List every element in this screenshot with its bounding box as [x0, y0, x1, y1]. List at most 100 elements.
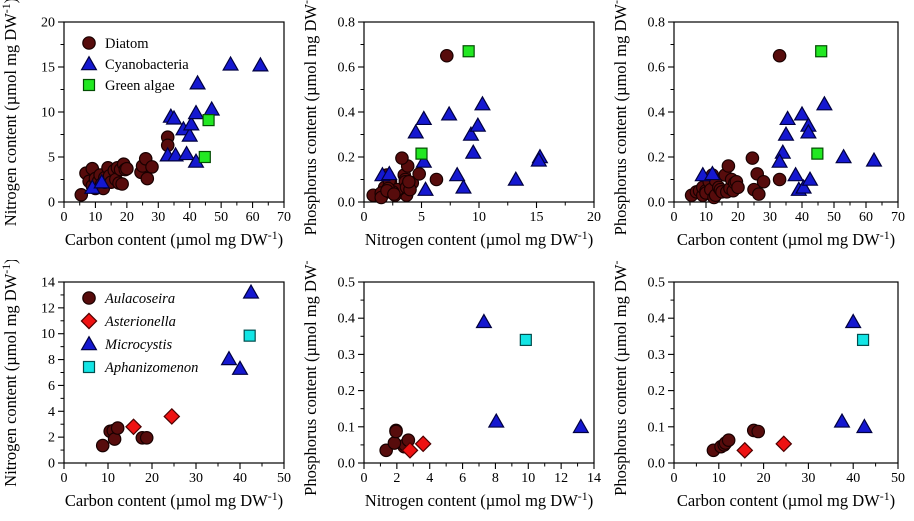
scatter-panel-phosphorus-vs-nitrogen-groups: 0 5 10 15 20 0.0 0.2 0.4 0.6 0.8 Nitrogen content …	[300, 0, 601, 249]
cyanobacteria-point	[251, 56, 269, 72]
series-green-algae	[198, 113, 215, 164]
x-tick-label: 20	[120, 210, 134, 225]
microcystis-point	[855, 418, 873, 434]
x-axis-label: Carbon content (µmol mg DW-1)	[65, 228, 283, 249]
cyanobacteria-point	[462, 125, 480, 141]
x-tick-label: 60	[859, 210, 873, 225]
cyanobacteria-point	[801, 170, 819, 186]
y-tick-label: 0.3	[648, 348, 666, 363]
y-tick-label: 0.2	[648, 384, 666, 399]
y-tick-label: 0	[48, 196, 55, 211]
x-tick-label: 8	[492, 471, 499, 486]
panel-cell-top-left: 0 10 20 30 40 50 60 70 0 5 10 15 20 Carbon content (µ…	[0, 0, 300, 260]
x-tick-label: 40	[795, 210, 809, 225]
y-tick-label: 0.0	[338, 196, 356, 211]
x-tick-label: 0	[361, 210, 368, 225]
cyanobacteria-point	[178, 145, 196, 161]
series-cyanobacteria	[694, 95, 883, 196]
series-microcystis	[220, 283, 260, 375]
scatter-panel-phosphorus-vs-nitrogen-species: 0 2 4 6 8 10 12 14 0.0 0.1 0.2 0.3 0.4 0.5 Nitrogen co…	[300, 260, 601, 510]
x-tick-label: 40	[183, 210, 197, 225]
x-tick-label: 0	[671, 210, 678, 225]
cyanobacteria-point	[507, 170, 525, 186]
diatom-point	[745, 151, 760, 165]
diatom-point	[402, 174, 416, 189]
diatom-point	[387, 187, 401, 201]
x-tick-label: 12	[554, 471, 568, 486]
legend-label-asterionella: Asterionella	[104, 314, 176, 330]
cyanobacteria-point	[187, 104, 205, 120]
diatom-point	[756, 174, 771, 189]
x-tick-label: 15	[530, 210, 544, 225]
series-green-algae	[415, 45, 475, 160]
x-tick-label: 20	[587, 210, 601, 225]
diatom-point	[752, 187, 766, 201]
asterionella-point	[163, 408, 181, 425]
x-tick-label: 14	[587, 471, 601, 486]
y-tick-label: 0.8	[648, 16, 666, 31]
x-tick-label: 70	[277, 210, 291, 225]
x-tick-label: 0	[61, 471, 68, 486]
diatom-point	[74, 188, 89, 202]
cyanobacteria-point	[777, 125, 795, 141]
y-tick-label: 8	[48, 353, 55, 368]
x-tick-label: 30	[763, 210, 777, 225]
aphanizomenon-point	[856, 333, 870, 347]
series-microcystis	[833, 313, 873, 434]
x-tick-label: 10	[101, 471, 115, 486]
x-tick-label: 30	[151, 210, 165, 225]
legend-label-cyanobacteria: Cyanobacteria	[105, 57, 189, 73]
x-tick-label: 0	[361, 471, 368, 486]
cyanobacteria-point	[779, 110, 797, 126]
diatom-point	[721, 159, 736, 173]
legend: Aulacoseira Asterionella Microcystis Aphani…	[80, 291, 198, 376]
legend-marker-diatom	[82, 36, 96, 50]
x-tick-label: 5	[418, 210, 425, 225]
diatom-point	[731, 180, 745, 195]
legend-label-microcystis: Microcystis	[104, 337, 172, 353]
y-tick-label: 5	[48, 151, 55, 166]
series-asterionella	[401, 435, 432, 459]
legend-marker-cyanobacteria	[80, 55, 98, 71]
diatom-point	[115, 177, 129, 191]
green-algae-point	[462, 45, 475, 58]
y-tick-label: 4	[48, 405, 55, 420]
aulacoseira-point	[139, 430, 154, 445]
y-tick-label: 0.0	[648, 457, 666, 472]
y-tick-label: 14	[41, 276, 55, 291]
y-tick-label: 0.6	[648, 61, 666, 76]
x-axis-label: Nitrogen content (µmol mg DW-1)	[365, 489, 593, 510]
x-tick-label: 10	[699, 210, 713, 225]
cyanobacteria-point	[530, 151, 548, 167]
x-tick-label: 10	[521, 471, 535, 486]
y-tick-label: 0.0	[648, 196, 666, 211]
scatter-panel-phosphorus-vs-carbon-species: 0 10 20 30 40 50 0.0 0.1 0.2 0.3 0.4 0.5 Carbon cont…	[610, 260, 905, 510]
x-tick-label: 50	[827, 210, 841, 225]
x-tick-label: 10	[472, 210, 486, 225]
y-tick-label: 15	[41, 61, 55, 76]
y-tick-label: 0.1	[338, 420, 356, 435]
y-tick-label: 10	[41, 327, 55, 342]
aulacoseira-point	[389, 424, 403, 439]
asterionella-point	[125, 418, 142, 436]
series-aphanizomenon	[856, 333, 870, 347]
series-cyanobacteria	[83, 55, 269, 194]
y-tick-label: 6	[48, 379, 55, 394]
x-tick-label: 30	[189, 471, 203, 486]
y-tick-label: 0.2	[648, 151, 666, 166]
microcystis-point	[220, 350, 238, 366]
legend-label-diatom: Diatom	[105, 36, 149, 52]
series-diatom	[366, 48, 454, 205]
legend-marker-asterionella	[80, 312, 98, 330]
microcystis-point	[844, 313, 862, 329]
x-axis-label: Nitrogen content (µmol mg DW-1)	[365, 228, 593, 249]
y-axis-label: Nitrogen content (µmol mg DW-1)	[0, 0, 20, 226]
y-tick-label: 0.8	[338, 16, 356, 31]
panel-cell-bottom-middle: 0 2 4 6 8 10 12 14 0.0 0.1 0.2 0.3 0.4 0.5 Nitrogen co…	[300, 260, 610, 521]
series-asterionella	[125, 408, 181, 436]
microcystis-point	[833, 412, 851, 428]
y-tick-label: 0.0	[338, 457, 356, 472]
legend-marker-aphanizomenon	[82, 360, 96, 374]
green-algae-point	[198, 150, 211, 164]
